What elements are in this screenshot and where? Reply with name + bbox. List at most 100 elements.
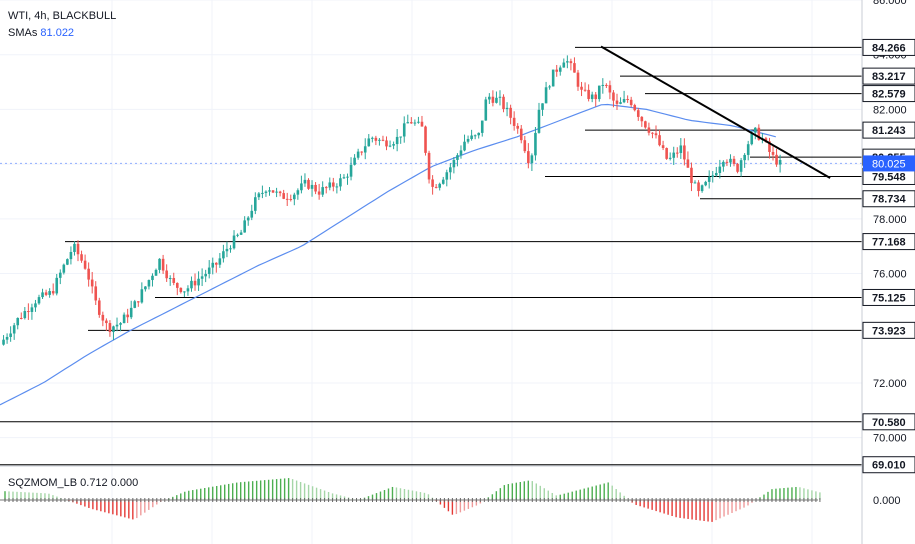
candle-body	[76, 243, 80, 255]
candle-body	[239, 232, 243, 235]
level-label: 77.168	[872, 237, 906, 249]
candle-body	[768, 141, 771, 152]
candle-body	[569, 61, 573, 64]
candle-body	[548, 86, 551, 88]
candle-body	[218, 258, 222, 265]
candle-body	[757, 127, 761, 140]
candle-body	[605, 84, 608, 86]
candle-body	[2, 339, 5, 345]
candle-body	[282, 193, 285, 199]
candle-body	[34, 303, 37, 308]
candle-body	[268, 190, 271, 192]
oscillator-value-1: 0.712	[80, 477, 108, 489]
candle-body	[385, 140, 388, 147]
candle-body	[303, 179, 307, 184]
candle-body	[658, 135, 661, 146]
level-label: 84.266	[872, 42, 906, 54]
candle-body	[353, 157, 356, 165]
y-tick-label: 76.000	[873, 269, 907, 281]
candle-body	[590, 94, 594, 99]
candle-body	[186, 288, 190, 292]
sma-legend: SMAs 81.022	[8, 27, 74, 39]
level-label-box	[862, 233, 915, 251]
candle-body	[665, 148, 668, 159]
candle-body	[615, 100, 619, 104]
sma-path	[0, 103, 776, 406]
trendline-segment	[600, 45, 831, 179]
candle-body	[495, 97, 498, 103]
trendline[interactable]	[600, 45, 831, 179]
candle-body	[537, 109, 541, 133]
candle-body	[41, 292, 44, 298]
horizontal-levels	[0, 46, 862, 466]
level-label-box	[862, 190, 915, 208]
level-label: 70.580	[872, 417, 906, 429]
candle-body	[516, 125, 520, 129]
oscillator-legend: SQZMOM_LB 0.712 0.000	[8, 477, 138, 489]
y-tick-label: 78.000	[873, 214, 907, 226]
level-label: 69.010	[872, 460, 906, 472]
candle-body	[271, 190, 275, 193]
candle-body	[718, 166, 722, 173]
candle-body	[764, 138, 768, 142]
candle-body	[523, 140, 527, 152]
candle-body	[725, 161, 729, 163]
candle-body	[339, 178, 342, 187]
candle-body	[399, 136, 402, 138]
candle-body	[9, 333, 12, 337]
candle-body	[144, 286, 147, 290]
candle-body	[583, 89, 587, 91]
candle-body	[168, 278, 172, 280]
level-label-box	[862, 456, 915, 474]
candle-body	[215, 262, 218, 265]
candle-body	[438, 183, 441, 188]
candle-body	[140, 289, 144, 303]
candle-body	[285, 198, 289, 200]
candle-body	[601, 84, 605, 86]
candle-body	[541, 103, 544, 110]
candle-body	[413, 122, 417, 124]
candle-body	[778, 159, 782, 165]
candle-body	[651, 132, 654, 134]
candle-body	[62, 264, 66, 273]
candle-body	[714, 172, 718, 176]
candle-body	[732, 158, 736, 164]
candle-body	[402, 123, 406, 137]
candle-body	[66, 259, 69, 265]
level-label-box	[862, 121, 915, 139]
level-label: 82.579	[872, 89, 906, 101]
candle-body	[264, 191, 268, 193]
sma-label: SMAs	[8, 27, 38, 39]
candle-body	[37, 297, 41, 304]
candle-body	[502, 96, 505, 110]
candle-body	[293, 194, 296, 200]
candle-body	[484, 99, 488, 121]
candle-body	[108, 323, 112, 333]
candle-body	[753, 127, 757, 133]
candle-body	[466, 138, 470, 142]
candle-body	[161, 258, 165, 271]
candle-body	[69, 251, 73, 260]
candle-body	[48, 291, 51, 295]
candle-body	[775, 154, 778, 165]
candle-body	[580, 86, 583, 90]
candle-body	[332, 182, 335, 187]
candle-body	[250, 210, 254, 218]
candle-body	[544, 87, 548, 104]
candle-body	[371, 137, 374, 139]
candle-body	[431, 179, 434, 187]
candle-body	[200, 276, 204, 279]
y-tick-label: 86.000	[873, 0, 907, 7]
candle-body	[261, 192, 264, 194]
level-label: 73.923	[872, 325, 906, 337]
candle-body	[527, 151, 530, 164]
candle-body	[90, 279, 94, 287]
level-label-box	[862, 321, 915, 339]
candle-body	[594, 94, 598, 100]
candle-body	[675, 152, 679, 154]
candle-body	[44, 292, 48, 295]
candle-body	[459, 150, 463, 156]
candle-body	[119, 323, 122, 325]
candle-body	[317, 191, 321, 195]
